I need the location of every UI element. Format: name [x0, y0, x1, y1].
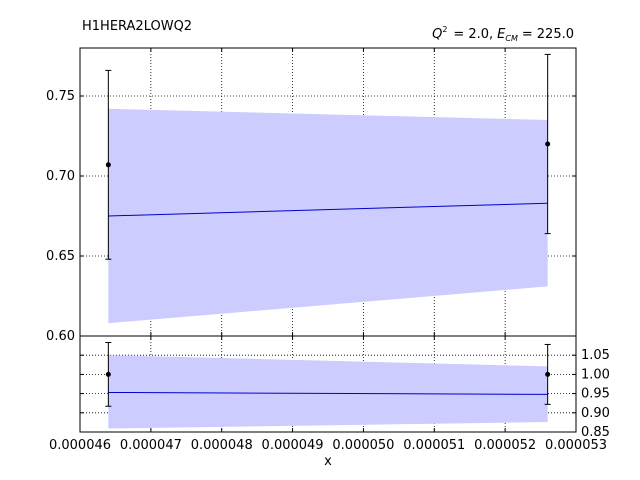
- e-equals: =: [522, 27, 533, 42]
- ratio-panel: 0.850.900.951.001.05 0.000046 0.000047 0.0…: [49, 335, 610, 453]
- q-exponent: 2: [442, 25, 447, 34]
- ratio-data-point-1: [545, 371, 551, 377]
- top-data-point-0: [105, 162, 111, 168]
- main-data-points: [105, 53, 551, 260]
- kinematics-separator: ,: [489, 27, 493, 42]
- ratio-panel-frame: [79, 335, 577, 433]
- kinematics-label: Q2 = 2.0, ECM = 225.0: [432, 25, 574, 43]
- e-value: 225.0: [537, 27, 574, 42]
- q-value: 2.0: [468, 27, 489, 42]
- x-axis-label: x: [324, 454, 332, 469]
- xtick-label-4: 0.000050: [332, 438, 394, 453]
- top-ytick-label-1: 0.65: [46, 249, 75, 264]
- chart-title: H1HERA2LOWQ2: [82, 19, 192, 34]
- q-symbol: Q: [432, 27, 442, 42]
- ratio-data-points: [105, 342, 551, 407]
- ratio-uncertainty-band: [108, 355, 548, 429]
- xtick-label-2: 0.000048: [191, 438, 253, 453]
- xtick-label-7: 0.000053: [545, 438, 607, 453]
- ratio-y-ticks: 0.85 0.90 0.95 1.00 1.05: [79, 336, 610, 440]
- top-ytick-label-2: 0.70: [46, 169, 75, 184]
- e-symbol: E: [497, 27, 506, 42]
- ratio-ytick-label-3: 1.00: [581, 367, 610, 382]
- ratio-ytick-label-2: 0.95: [581, 387, 610, 402]
- x-ticks: 0.000046 0.000047 0.000048 0.000049 0.000050…: [49, 438, 607, 453]
- e-subscript: CM: [505, 34, 518, 43]
- ratio-ytick-label-1: 0.90: [581, 406, 610, 421]
- top-theory-curve: [108, 202, 548, 217]
- top-ytick-label-0: 0.60: [46, 329, 75, 344]
- ratio-ytick-label-4: 1.05: [581, 348, 610, 363]
- main-panel: 0.60 0.65 0.70 0.75: [46, 47, 577, 344]
- ratio-data-point-0: [105, 371, 111, 377]
- xtick-label-0: 0.000046: [49, 438, 111, 453]
- q-equals: =: [453, 27, 464, 42]
- xtick-label-5: 0.000051: [403, 438, 465, 453]
- xtick-label-1: 0.000047: [120, 438, 182, 453]
- xtick-label-3: 0.000049: [262, 438, 324, 453]
- ratio-theory-curve: [108, 391, 548, 395]
- xtick-label-6: 0.000052: [474, 438, 536, 453]
- ratio-ytick-label-0: 0.85: [581, 425, 610, 440]
- main-theory-line: [108, 202, 548, 217]
- top-band-area: [108, 108, 548, 324]
- top-ytick-label-3: 0.75: [46, 89, 75, 104]
- main-uncertainty-band: [108, 108, 548, 324]
- ratio-theory-line: [108, 391, 548, 395]
- ratio-band-area: [108, 355, 548, 429]
- top-data-point-1: [545, 141, 551, 147]
